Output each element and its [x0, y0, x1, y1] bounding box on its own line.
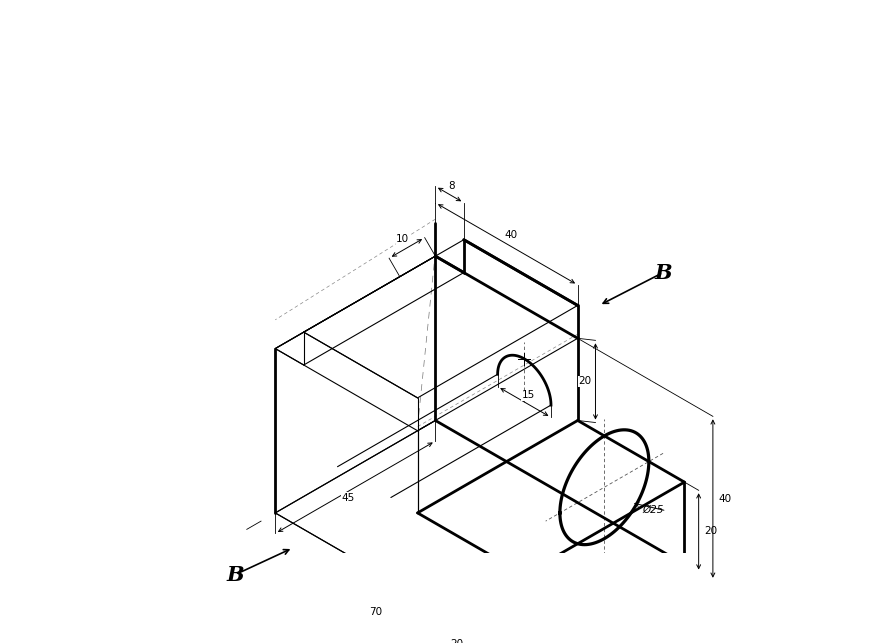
Text: 40: 40 [504, 230, 517, 240]
Text: 8: 8 [448, 181, 455, 191]
Text: 15: 15 [522, 390, 536, 400]
Text: 20: 20 [704, 527, 717, 536]
Text: B: B [227, 565, 244, 584]
Text: 20: 20 [450, 639, 463, 643]
Text: 45: 45 [342, 493, 355, 503]
Text: 20: 20 [578, 376, 592, 386]
Text: 40: 40 [718, 494, 732, 503]
Text: B: B [654, 262, 672, 282]
Text: Ø25: Ø25 [643, 505, 664, 515]
Text: 70: 70 [369, 608, 382, 617]
Text: 10: 10 [396, 234, 410, 244]
